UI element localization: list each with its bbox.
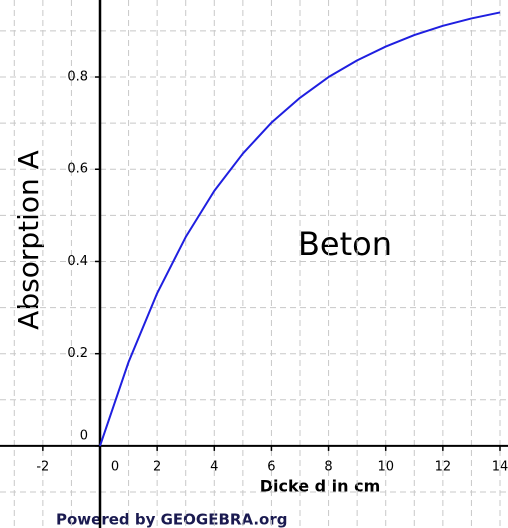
y-tick-label: 0.4 bbox=[67, 254, 88, 269]
y-tick-label: 0.8 bbox=[67, 70, 88, 85]
x-tick-label: 8 bbox=[324, 459, 332, 474]
y-tick-label: 0.2 bbox=[67, 346, 88, 361]
x-tick-label: 2 bbox=[153, 459, 161, 474]
x-tick-label: 12 bbox=[435, 459, 452, 474]
x-tick-label: 10 bbox=[377, 459, 394, 474]
x-tick-label: 4 bbox=[210, 459, 218, 474]
y-axis-label: Absorption A bbox=[12, 150, 45, 330]
y-tick-label: 0.6 bbox=[67, 162, 88, 177]
x-tick-label: 0 bbox=[111, 459, 119, 474]
x-axis-label: Dicke d in cm bbox=[260, 477, 381, 496]
x-tick-label: 14 bbox=[492, 459, 508, 474]
footer: Powered by GEOGEBRA.org bbox=[56, 511, 287, 528]
y-tick-label: 0 bbox=[80, 428, 88, 443]
x-tick-label: 6 bbox=[267, 459, 275, 474]
x-tick-label: -2 bbox=[36, 459, 49, 474]
annotation: Beton bbox=[298, 225, 392, 263]
curve bbox=[99, 11, 501, 447]
